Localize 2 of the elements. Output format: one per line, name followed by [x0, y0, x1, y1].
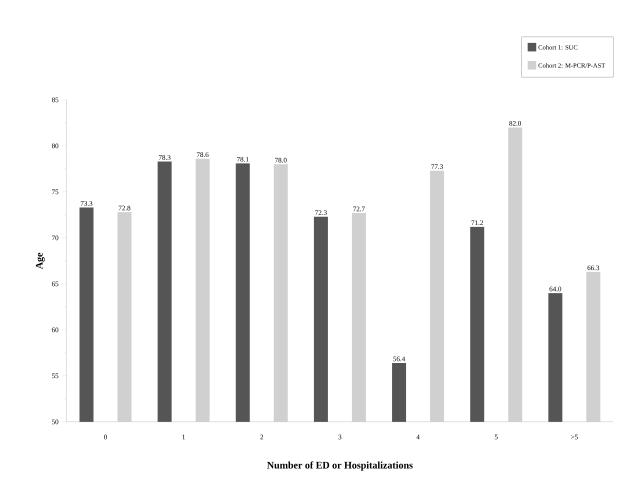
y-axis-title: Age [36, 252, 45, 270]
x-axis-title: Number of ED or Hospitalizations [267, 461, 413, 471]
